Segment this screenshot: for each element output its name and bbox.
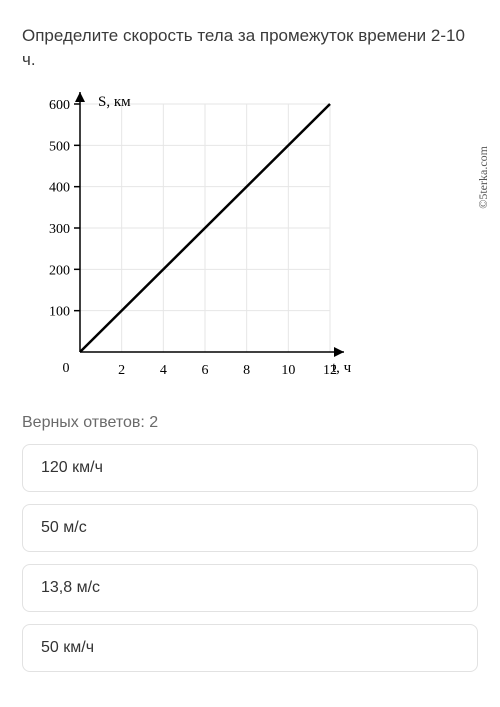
svg-text:S, км: S, км	[98, 94, 131, 110]
svg-text:2: 2	[118, 363, 125, 378]
chart-container: 100200300400500600246810120S, кмt, ч ©5t…	[26, 86, 366, 386]
svg-text:8: 8	[243, 363, 250, 378]
answer-option[interactable]: 120 км/ч	[22, 444, 478, 492]
answer-option[interactable]: 50 м/с	[22, 504, 478, 552]
watermark-text: ©5terka.com	[476, 146, 491, 209]
svg-text:500: 500	[49, 139, 70, 154]
correct-count-hint: Верных ответов: 2	[22, 414, 478, 432]
svg-text:6: 6	[202, 363, 209, 378]
distance-time-chart: 100200300400500600246810120S, кмt, ч	[26, 86, 366, 386]
svg-text:10: 10	[281, 363, 295, 378]
answer-option[interactable]: 50 км/ч	[22, 624, 478, 672]
svg-text:0: 0	[63, 361, 70, 376]
svg-text:100: 100	[49, 304, 70, 319]
svg-text:300: 300	[49, 222, 70, 237]
answers-list: 120 км/ч 50 м/с 13,8 м/с 50 км/ч	[22, 444, 478, 672]
svg-text:200: 200	[49, 263, 70, 278]
question-text: Определите скорость тела за промежуток в…	[22, 24, 478, 72]
svg-text:4: 4	[160, 363, 167, 378]
answer-option[interactable]: 13,8 м/с	[22, 564, 478, 612]
svg-text:400: 400	[49, 180, 70, 195]
svg-text:t, ч: t, ч	[332, 360, 352, 376]
svg-text:600: 600	[49, 98, 70, 113]
